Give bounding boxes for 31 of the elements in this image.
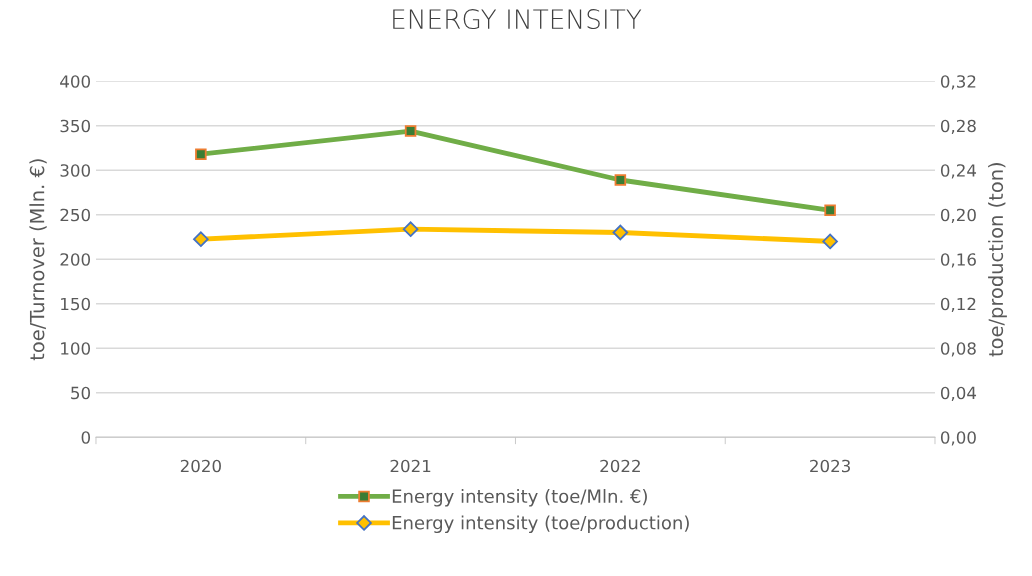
y-tick-label: 100: [61, 342, 91, 355]
legend-label: Energy intensity (toe/production): [392, 515, 689, 534]
x-tick-label: 2021: [390, 459, 431, 473]
y2-axis-title: toe/production (ton): [988, 163, 1007, 357]
chart-title: ENERGY INTENSITY: [393, 9, 642, 30]
y2-tick-label: 0,04: [940, 386, 977, 401]
y2-tick-label: 0,20: [940, 208, 976, 223]
y-axis-title: toe/Turnover (Mln. €): [29, 159, 47, 361]
y2-tick-label: 0,16: [940, 253, 976, 268]
y-tick-label: 0: [81, 431, 91, 444]
y-tick-label: 350: [60, 119, 91, 133]
y2-tick-label: 0,12: [940, 297, 976, 312]
y-tick-label: 200: [60, 253, 91, 266]
y-tick-label: 50: [71, 386, 91, 400]
x-tick-label: 2023: [810, 459, 850, 473]
x-tick-label: 2020: [180, 459, 221, 473]
point: [402, 221, 419, 237]
y2-tick-label: 0,24: [940, 164, 977, 179]
y-tick-label: 400: [60, 75, 91, 88]
y2-tick-label: 0,28: [940, 119, 976, 134]
point: [612, 224, 629, 241]
y2-tick-label: 0,08: [940, 342, 976, 357]
point: [193, 231, 209, 247]
y-tick-label: 300: [60, 164, 91, 177]
y2-tick-label: 0,32: [940, 75, 976, 90]
legend-label: Energy intensity (toe/Mln. €): [392, 489, 647, 507]
x-tick-label: 2022: [600, 459, 640, 473]
y2-tick-label: 0,00: [940, 431, 976, 446]
y-tick-label: 150: [61, 297, 91, 311]
y-tick-label: 250: [60, 208, 91, 222]
point: [822, 233, 838, 250]
